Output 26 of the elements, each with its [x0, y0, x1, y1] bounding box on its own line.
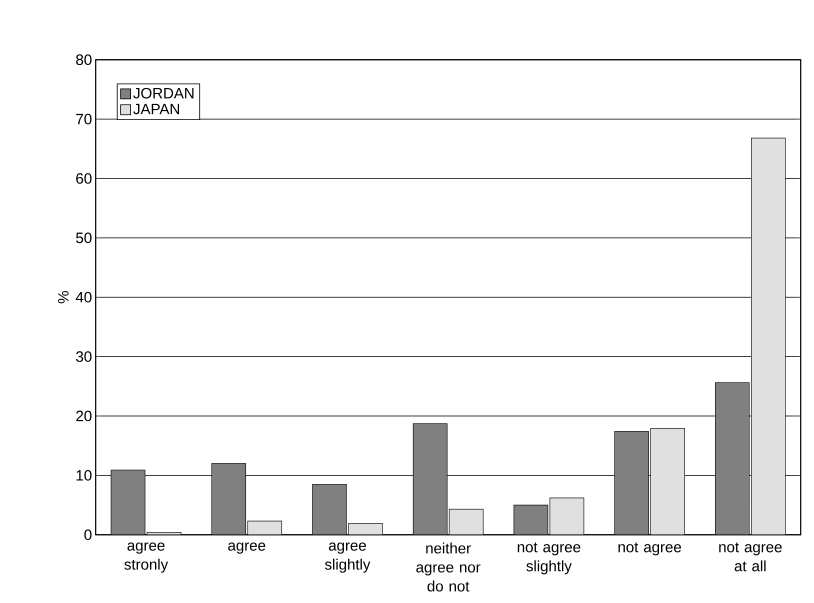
x-tick-label: agree stronly	[124, 542, 168, 573]
legend-label: JAPAN	[133, 104, 180, 114]
x-tick-label: neither agree nor do not	[416, 542, 480, 592]
y-tick-label: 40	[76, 292, 92, 303]
y-tick-label: 50	[76, 232, 92, 244]
x-tick-label: not agree at all	[719, 542, 782, 572]
bar	[110, 470, 146, 535]
x-tick-label: agree	[228, 542, 266, 554]
y-tick-label: 70	[76, 114, 92, 124]
y-tick-label: 60	[76, 173, 92, 184]
x-tick-label: agree slightly	[324, 542, 370, 573]
bar	[715, 382, 750, 535]
bar	[312, 484, 347, 535]
bar	[211, 463, 246, 535]
bar	[514, 504, 548, 535]
x-tick-label: not agree	[618, 542, 682, 556]
x-tick-label: not agree slightly	[518, 542, 580, 574]
y-tick-label: 80	[76, 54, 92, 66]
y-tick-label: 10	[76, 470, 92, 481]
y-tick-label: 0	[84, 529, 92, 540]
y-axis-title: %	[58, 291, 69, 304]
y-tick-label: 30	[76, 351, 92, 362]
legend-label: JORDAN	[133, 88, 194, 98]
y-tick-label: 20	[76, 410, 92, 422]
bar	[614, 431, 649, 535]
bar	[412, 423, 448, 535]
